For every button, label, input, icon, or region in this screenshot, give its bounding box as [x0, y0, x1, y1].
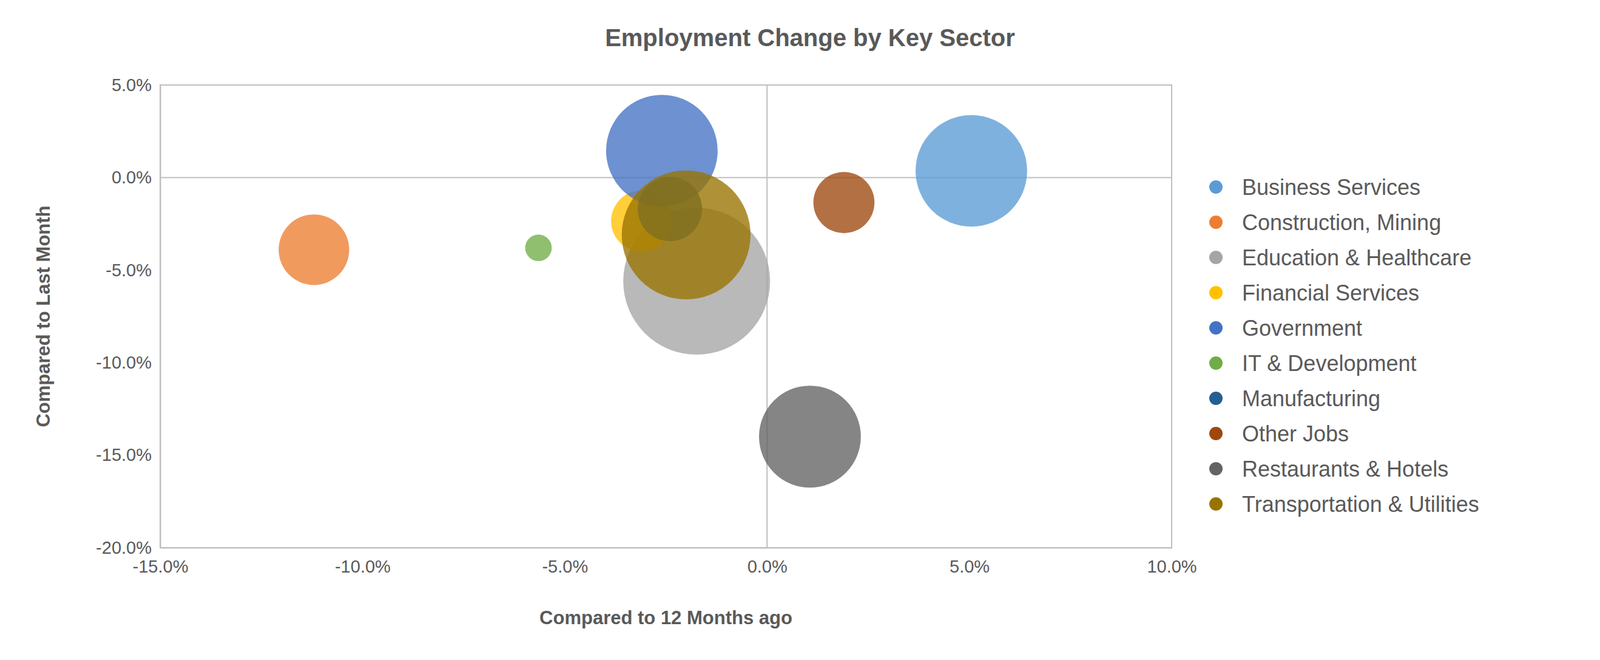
plot-frame	[160, 84, 1172, 548]
title: Employment Change by Key Sector	[604, 24, 1016, 51]
legend-marker	[1209, 391, 1223, 405]
y-axis: 5.0% 0.0% -5.0% -10.0% -15.0% -20.0%	[95, 75, 161, 557]
bubble	[525, 234, 553, 261]
bubble	[813, 171, 875, 233]
y-axis-line	[160, 85, 162, 548]
legend-label: Other Jobs	[1242, 421, 1349, 446]
legend: Business Services Construction, Mining Edu…	[1209, 174, 1480, 517]
y-tick: -20.0%	[95, 537, 161, 557]
legend-label: Manufacturing	[1242, 385, 1381, 411]
legend-marker	[1209, 215, 1223, 229]
legend-label: Education & Healthcare	[1242, 245, 1472, 271]
y-tick-label: 5.0%	[111, 75, 152, 95]
legend-label: IT & Development	[1242, 350, 1417, 376]
x-tick: 5.0%	[949, 547, 990, 576]
legend-marker	[1209, 285, 1223, 300]
x-tick-label: -10.0%	[334, 556, 391, 576]
y-tick: 5.0%	[111, 75, 161, 95]
x-tick-label: 10.0%	[1146, 556, 1197, 576]
legend-label: Transportation & Utilities	[1242, 491, 1480, 517]
y-tick-label: 0.0%	[111, 167, 152, 187]
legend-label: Restaurants & Hotels	[1242, 456, 1449, 482]
x-tick: 0.0%	[747, 547, 788, 576]
y-tick: -5.0%	[105, 260, 161, 280]
y-tick: 0.0%	[111, 167, 161, 187]
bubble	[759, 385, 861, 488]
chart: Employment Change by Key Sector -15.0% -10…	[0, 0, 1600, 660]
x-tick-label: 0.0%	[747, 556, 788, 576]
legend-label: Government	[1242, 315, 1363, 341]
legend-label: Business Services	[1242, 174, 1421, 200]
legend-marker	[1209, 356, 1223, 370]
y-tick-label: -20.0%	[95, 537, 152, 557]
y-tick-label: -5.0%	[105, 260, 152, 280]
x-tick-label: -5.0%	[541, 556, 588, 576]
x-axis-title: Compared to 12 Months ago	[539, 606, 793, 628]
y-axis-title: Compared to Last Month	[32, 205, 55, 427]
legend-label: Construction, Mining	[1242, 209, 1442, 235]
x-tick: -5.0%	[541, 547, 588, 576]
bubble	[621, 170, 751, 300]
bubble	[278, 214, 349, 285]
y-tick: -15.0%	[95, 444, 161, 465]
x-axis-line	[160, 547, 1173, 549]
x-tick-label: -15.0%	[132, 556, 189, 576]
legend-label: Financial Services	[1242, 280, 1420, 306]
bubbles	[278, 94, 1028, 488]
legend-marker	[1209, 250, 1223, 264]
legend-marker	[1209, 320, 1223, 335]
x-axis: -15.0% -10.0% -5.0% 0.0% 5.0% 10.0%	[132, 547, 1198, 576]
zero-line	[766, 84, 768, 548]
y-tick: -10.0%	[95, 352, 161, 372]
bubble	[915, 115, 1028, 227]
x-tick-label: 5.0%	[949, 556, 990, 576]
y-tick-label: -10.0%	[95, 352, 152, 372]
legend-marker	[1209, 426, 1223, 440]
legend-marker	[1209, 461, 1223, 476]
x-tick: 10.0%	[1146, 547, 1197, 576]
legend-marker	[1209, 496, 1223, 511]
legend-marker	[1209, 180, 1223, 194]
x-tick: -10.0%	[334, 547, 391, 576]
y-tick-label: -15.0%	[95, 444, 152, 465]
